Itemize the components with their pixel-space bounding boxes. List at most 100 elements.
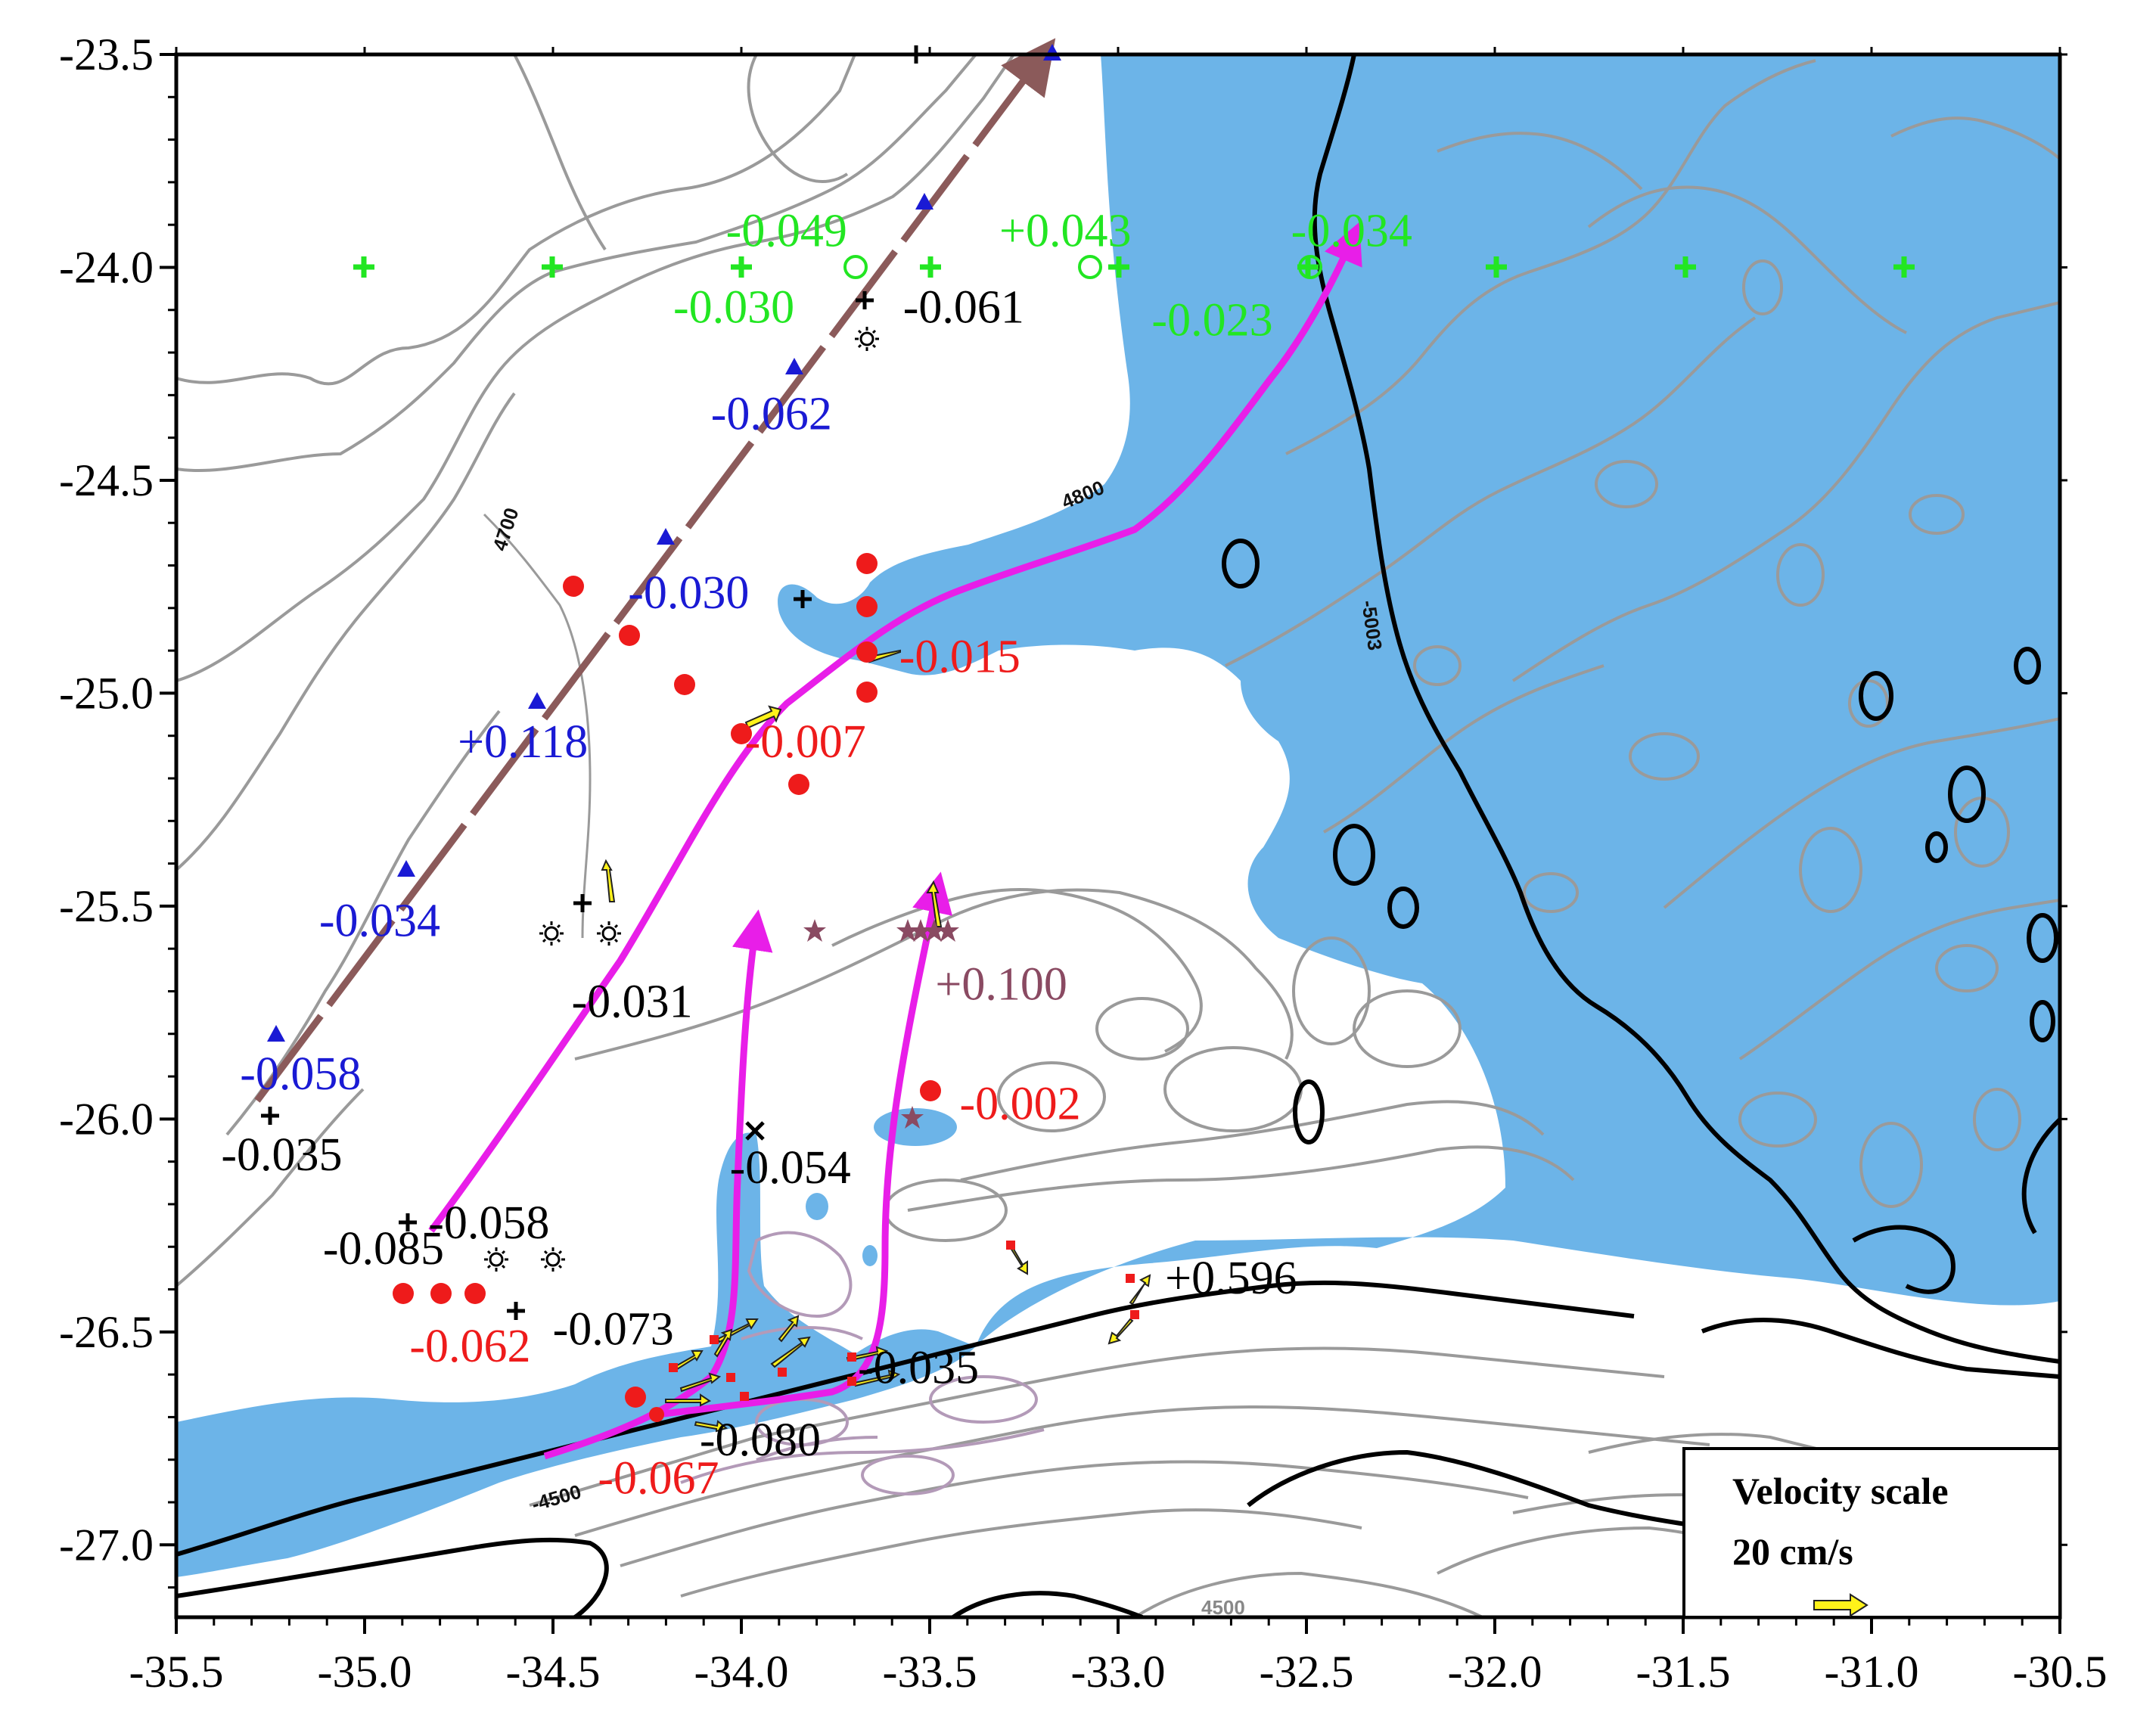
station-circle [856, 641, 878, 663]
station-square [1006, 1241, 1015, 1250]
station-square [847, 1352, 856, 1362]
station-triangle [1043, 44, 1061, 61]
station-square [740, 1392, 749, 1401]
southern-channel [176, 1132, 976, 1577]
station-circle [856, 682, 878, 703]
green-plus [1486, 256, 1507, 278]
velocity-arrow [713, 1328, 733, 1358]
y-tick-label: -26.5 [59, 1307, 154, 1357]
legend-title: Velocity scale [1732, 1470, 1949, 1512]
flow-arrow-east-branch [657, 871, 953, 1418]
velocity-arrow [1129, 1274, 1151, 1306]
x-tick-label: -31.0 [1825, 1647, 1919, 1697]
velocity-arrow [679, 1372, 722, 1393]
x-tick-label: -34.0 [694, 1647, 789, 1697]
sun-icon [597, 921, 621, 946]
green-plus [1893, 256, 1915, 278]
station-circle [920, 1080, 941, 1101]
sun-icon [855, 327, 879, 351]
black-plus [261, 1107, 279, 1125]
green-circle [1298, 255, 1322, 279]
station-value-label-blue: -0.058 [240, 1048, 361, 1100]
black-cross [745, 1121, 765, 1141]
station-value-label-red: -0.002 [959, 1078, 1080, 1129]
station-triangle [267, 1025, 285, 1042]
deep-patch [862, 1245, 878, 1266]
station-triangle [785, 358, 803, 374]
legend-arrow-icon [1813, 1593, 1869, 1617]
station-value-label-green: +0.043 [999, 205, 1131, 256]
x-tick-label: -30.5 [2013, 1647, 2108, 1697]
station-value-label-green: -0.034 [1291, 205, 1412, 256]
green-stations [353, 255, 1915, 279]
station-circle [464, 1283, 486, 1304]
star-icon [803, 919, 826, 942]
station-value-label-blue: +0.118 [458, 716, 588, 768]
y-tick-label: -24.5 [59, 455, 154, 505]
x-tick-label: -35.5 [129, 1647, 224, 1697]
gray-contours [176, 54, 2060, 1617]
y-tick-label: -25.5 [59, 881, 154, 931]
y-tick-label: -27.0 [59, 1520, 154, 1570]
x-tick-label: -32.5 [1260, 1647, 1354, 1697]
station-square [669, 1363, 678, 1372]
station-triangle [657, 528, 675, 545]
purple-contours [680, 1231, 1045, 1495]
velocity-arrow [770, 1336, 811, 1368]
shelf-line [483, 513, 592, 939]
velocity-arrows [601, 649, 1151, 1433]
station-value-label-green: -0.023 [1151, 295, 1272, 346]
velocity-arrow [778, 1315, 800, 1343]
black-plus [399, 1213, 417, 1231]
legend-value: 20 cm/s [1732, 1530, 1853, 1573]
station-value-label-black: -0.085 [323, 1223, 444, 1275]
station-squares [669, 1241, 1139, 1401]
station-value-label-blue: -0.062 [711, 388, 832, 439]
green-circle [1078, 255, 1102, 279]
station-circle [788, 774, 809, 795]
black-plus [856, 291, 874, 309]
x-tick-label: -33.0 [1071, 1647, 1166, 1697]
station-circle [625, 1387, 646, 1408]
station-square [710, 1335, 719, 1344]
station-circle [856, 596, 878, 617]
station-value-label-black: -0.080 [700, 1415, 821, 1466]
sun-icon [541, 1247, 565, 1272]
velocity-arrow [1009, 1245, 1028, 1275]
station-square [847, 1377, 856, 1386]
station-value-label-red: -0.067 [598, 1453, 719, 1505]
black-plus [507, 1302, 525, 1320]
flow-arrow-west-branch [543, 909, 773, 1460]
green-plus [731, 256, 752, 278]
station-value-label-green: -0.049 [726, 205, 847, 256]
x-tick-label: -34.5 [506, 1647, 601, 1697]
station-value-label-green: -0.030 [673, 282, 794, 334]
station-triangle [915, 193, 933, 210]
station-circle [430, 1283, 452, 1304]
station-value-label-black: -0.058 [428, 1197, 549, 1249]
station-square [1130, 1310, 1139, 1319]
x-tick-label: -32.0 [1448, 1647, 1542, 1697]
star-icon [937, 919, 959, 942]
green-plus [1108, 256, 1129, 278]
green-circle [843, 255, 868, 279]
sun-icon [484, 1247, 508, 1272]
station-circle [731, 723, 752, 744]
sun-symbols [484, 327, 879, 1272]
station-circle [674, 674, 695, 695]
x-tick-label: -33.5 [883, 1647, 977, 1697]
station-value-label-black: -0.031 [572, 976, 693, 1027]
y-tick-label: -26.0 [59, 1094, 154, 1144]
station-value-label-black: -0.035 [858, 1342, 979, 1393]
station-circle [393, 1283, 414, 1304]
flow-arrows [428, 222, 1362, 1460]
y-tick-label: -25.0 [59, 668, 154, 718]
velocity-arrow [601, 859, 616, 902]
station-square [1126, 1274, 1135, 1283]
y-tick-label: -24.0 [59, 242, 154, 292]
black-plus [573, 894, 592, 912]
green-plus [542, 256, 563, 278]
velocity-scale-legend: Velocity scale 20 cm/s [1682, 1447, 2061, 1619]
station-value-label-black: -0.073 [553, 1304, 674, 1356]
